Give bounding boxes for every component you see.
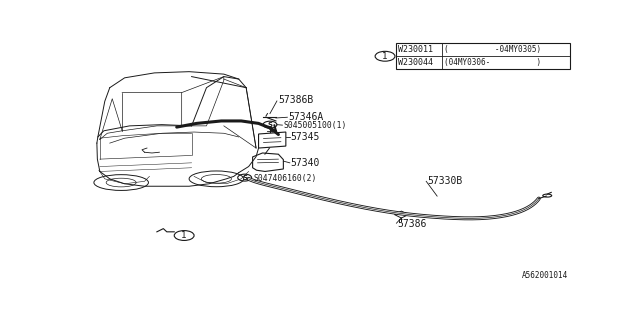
Text: S045005100(1): S045005100(1): [284, 121, 347, 130]
Bar: [396, 43, 570, 69]
Text: (04MY0306-          ): (04MY0306- ): [444, 58, 541, 67]
Text: 57346A: 57346A: [288, 112, 324, 122]
Text: W230044: W230044: [399, 58, 433, 67]
Text: S047406160(2): S047406160(2): [253, 174, 317, 183]
Text: S: S: [242, 175, 247, 180]
Text: 57386: 57386: [397, 219, 427, 229]
Text: 57386B: 57386B: [278, 95, 314, 105]
Text: 57330B: 57330B: [428, 176, 463, 186]
Text: W230011: W230011: [399, 45, 433, 54]
Text: 1: 1: [181, 231, 187, 240]
Text: 57340: 57340: [291, 158, 320, 168]
Text: 57345: 57345: [291, 132, 320, 142]
Text: A562001014: A562001014: [522, 271, 568, 280]
Text: 1: 1: [382, 52, 388, 61]
Text: (          -04MY0305): ( -04MY0305): [444, 45, 541, 54]
Text: S: S: [268, 122, 273, 128]
